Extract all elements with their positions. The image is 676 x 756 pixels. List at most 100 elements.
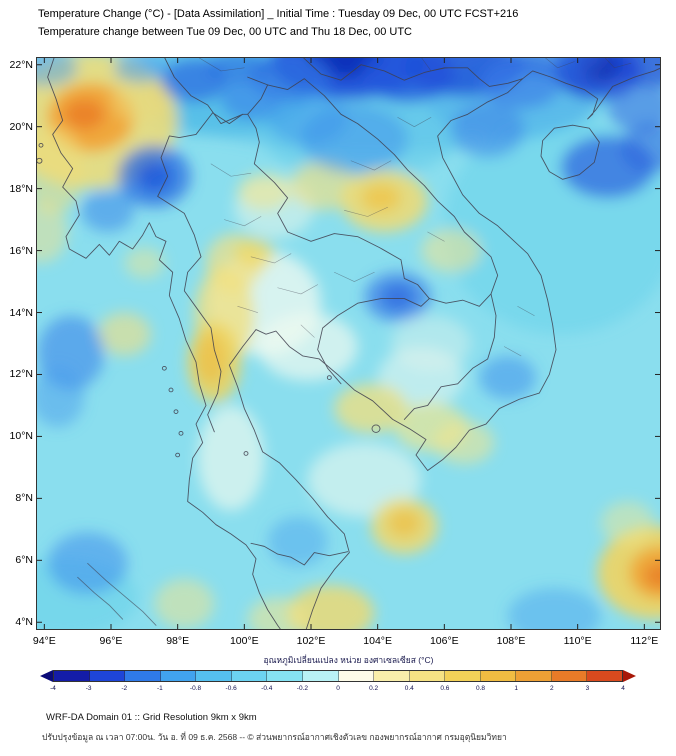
colorbar-tick-label: 0.6	[440, 685, 450, 692]
anomaly-blob	[479, 355, 536, 400]
anomaly-blob	[391, 315, 471, 372]
geographic-borders	[37, 57, 661, 630]
colorbar-tick-label: 0.2	[369, 685, 379, 692]
anomaly-blob	[601, 501, 655, 545]
anomaly-blob	[114, 57, 168, 84]
colorbar-segment	[302, 671, 339, 681]
colorbar-segment	[445, 671, 481, 681]
colorbar-tick-label: 0.4	[404, 685, 414, 692]
x-tick-label: 112°E	[630, 635, 659, 647]
y-tick-label: 22°N	[9, 58, 33, 71]
anomaly-blob	[507, 588, 601, 630]
colorbar-title: อุณหภูมิเปลี่ยนแปลง หน่วย องศาเซลเซียส (…	[263, 655, 434, 665]
colorbar-segment	[89, 671, 126, 681]
anomaly-blob	[247, 597, 308, 630]
anomaly-blob	[267, 89, 348, 146]
colorbar-tick-labels: -4 -3 -2 -1 -0.8 -0.6 -0.4 -0.2 0 0.2 0.4 0.6 0.8 1 2 3…	[50, 685, 625, 695]
x-tick-label: 102°E	[296, 635, 326, 647]
y-tick-label: 6°N	[15, 554, 33, 567]
anomaly-blob	[607, 83, 661, 133]
anomaly-blob	[451, 101, 525, 158]
colorbar-tick-label: -0.4	[261, 685, 273, 692]
header: Temperature Change (°C) - [Data Assimila…	[38, 7, 518, 39]
x-tick-label: 94°E	[32, 635, 56, 647]
anomaly-blob	[97, 312, 151, 356]
colorbar-segment	[480, 671, 517, 681]
colorbar-tick-label: -3	[85, 685, 92, 692]
anomaly-blob	[291, 160, 358, 211]
colorbar-tick-label: -0.2	[296, 685, 308, 692]
anomaly-blob	[81, 188, 135, 232]
anomaly-blob	[234, 238, 275, 270]
y-tick-label: 20°N	[9, 120, 33, 133]
y-tick-label: 4°N	[15, 616, 33, 629]
colorbar-tick-label: 1	[514, 685, 518, 692]
anomaly-blob	[644, 562, 661, 589]
colorbar-segment	[587, 671, 622, 681]
temperature-change-map	[36, 57, 661, 630]
temperature-field	[36, 57, 661, 630]
x-tick-label: 104°E	[363, 635, 393, 647]
x-tick-label: 108°E	[496, 635, 526, 647]
anomaly-blob	[434, 420, 495, 465]
y-tick-label: 14°N	[9, 306, 33, 319]
colorbar-tick-label: 2	[549, 685, 554, 692]
myanmar-china-laos-border	[164, 57, 267, 124]
province-borders	[198, 57, 631, 356]
cambodia-laos-border	[429, 294, 491, 306]
colorbar-left-arrow-icon	[40, 670, 53, 682]
y-tick-label: 12°N	[9, 368, 33, 381]
anomaly-blob	[124, 247, 165, 279]
colorbar-tick-label: -0.8	[189, 685, 202, 692]
colorbar-tick-label: -1	[156, 685, 163, 692]
anomaly-blob	[154, 578, 215, 629]
colorbar-tick-label: 0	[336, 685, 340, 692]
colorbar-tick-label: -2	[121, 685, 128, 692]
map-frame	[36, 57, 661, 630]
page-subtitle: Temperature change between Tue 09 Dec, 0…	[38, 26, 413, 38]
anomaly-blob	[204, 57, 271, 84]
x-tick-label: 98°E	[166, 635, 190, 647]
colorbar-segment	[125, 671, 161, 681]
anomaly-blob	[36, 365, 85, 428]
update-credit-text: ปรับปรุงข้อมูล ณ เวลา 07:00น. วัน อ. ที่…	[42, 732, 507, 742]
thailand-malaysia-border	[251, 543, 348, 565]
colorbar-segment	[196, 671, 232, 681]
y-tick-label: 10°N	[9, 430, 33, 443]
anomaly-blob	[111, 74, 171, 124]
colorbar-segment	[516, 671, 552, 681]
anomaly-blob	[334, 383, 408, 434]
page-title: Temperature Change (°C) - [Data Assimila…	[38, 8, 519, 20]
anomaly-blob	[63, 98, 105, 130]
colorbar-right-arrow-icon	[623, 670, 636, 682]
anomaly-blob	[387, 509, 421, 537]
colorbar-segment	[338, 671, 375, 681]
anomaly-blob	[267, 516, 328, 567]
y-tick-label: 16°N	[9, 244, 33, 257]
colorbar-tick-label: -4	[50, 685, 56, 692]
x-tick-label: 96°E	[99, 635, 123, 647]
colorbar	[40, 670, 636, 682]
thailand-laos-border	[248, 114, 430, 298]
colorbar-segment	[409, 671, 446, 681]
anomaly-blob	[421, 228, 481, 273]
x-tick-label: 106°E	[429, 635, 459, 647]
thailand-cambodia-border	[318, 299, 430, 384]
colorbar-tick-label: 4	[621, 685, 625, 692]
anomaly-blob	[381, 284, 415, 310]
anomaly-blob	[136, 160, 173, 192]
anomaly-blob	[36, 201, 68, 263]
coastline-east	[229, 68, 661, 630]
colorbar-segment	[160, 671, 197, 681]
sumatra-coastline	[78, 563, 156, 625]
anomaly-blob	[307, 442, 421, 517]
anomaly-blob	[621, 123, 661, 174]
colorbar-tick-label: 3	[585, 685, 590, 692]
y-tick-label: 8°N	[15, 492, 33, 505]
x-tick-label: 110°E	[563, 635, 592, 647]
x-tick-label: 100°E	[229, 635, 259, 647]
anomaly-blob	[361, 184, 401, 212]
anomaly-blob	[257, 312, 358, 381]
anomaly-blob	[237, 173, 291, 211]
